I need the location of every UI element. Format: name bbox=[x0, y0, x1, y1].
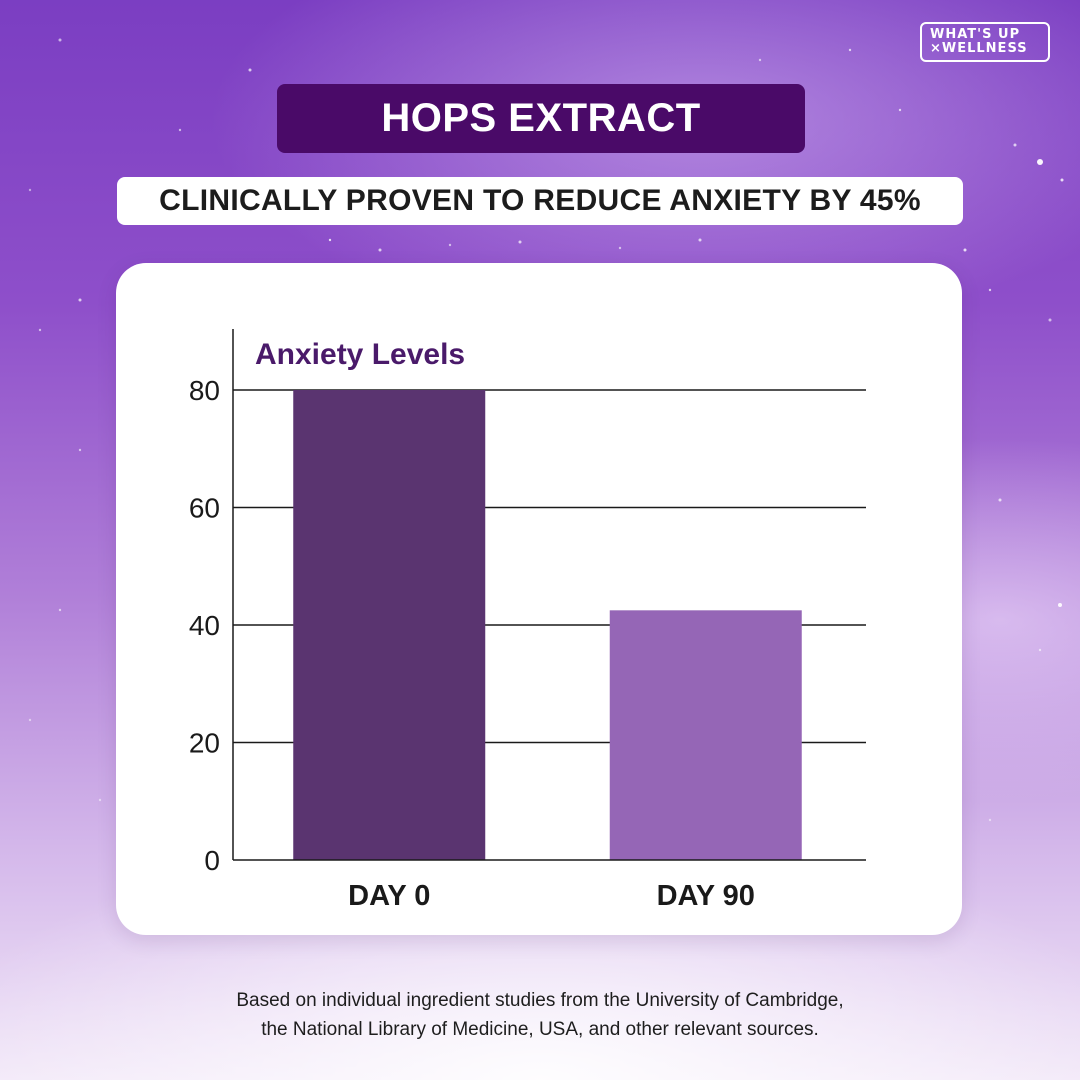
footnote-line-2: the National Library of Medicine, USA, a… bbox=[261, 1019, 819, 1040]
y-tick-label-60: 60 bbox=[189, 493, 220, 524]
y-tick-label-0: 0 bbox=[204, 845, 220, 876]
page-title: HOPS EXTRACT bbox=[277, 84, 805, 153]
logo-line-1: WHAT'S UP bbox=[930, 27, 1021, 42]
chart-title: Anxiety Levels bbox=[255, 338, 465, 371]
x-tick-label-day-90: DAY 90 bbox=[657, 880, 755, 912]
y-tick-label-40: 40 bbox=[189, 610, 220, 641]
bar-day-90 bbox=[609, 610, 802, 860]
page-subtitle: CLINICALLY PROVEN TO REDUCE ANXIETY BY 4… bbox=[117, 177, 963, 225]
bar-day-0 bbox=[293, 390, 486, 860]
bar-chart: Anxiety Levels 0 20 40 60 80 DAY 0 DAY 90 bbox=[189, 329, 866, 912]
logo-line-2: ×WELLNESS bbox=[930, 41, 1028, 56]
y-tick-label-80: 80 bbox=[189, 375, 220, 406]
x-tick-label-day-0: DAY 0 bbox=[348, 880, 430, 912]
chart-card: Anxiety Levels 0 20 40 60 80 DAY 0 DAY 90 bbox=[116, 263, 962, 935]
y-tick-label-20: 20 bbox=[189, 728, 220, 759]
brand-logo: WHAT'S UP ×WELLNESS bbox=[920, 22, 1050, 62]
source-footnote: Based on individual ingredient studies f… bbox=[90, 986, 990, 1044]
footnote-line-1: Based on individual ingredient studies f… bbox=[236, 990, 844, 1011]
